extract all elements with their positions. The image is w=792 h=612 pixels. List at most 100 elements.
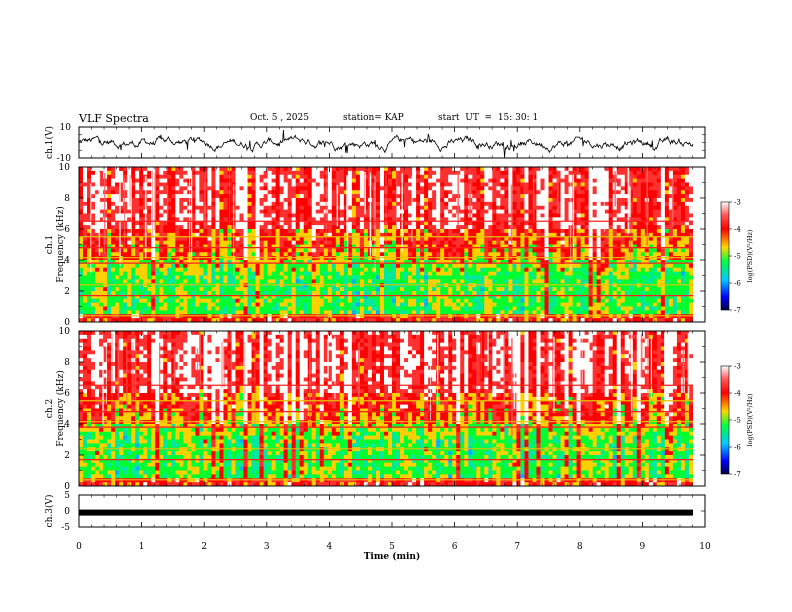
spectrogram-cell bbox=[448, 260, 453, 265]
spectrogram-cell bbox=[235, 213, 240, 218]
spectrogram-cell bbox=[179, 209, 184, 214]
spectrogram-cell bbox=[392, 229, 397, 234]
spectrogram-cell bbox=[412, 271, 417, 276]
spectrogram-cell bbox=[175, 275, 180, 280]
spectrogram-cell bbox=[283, 167, 289, 172]
spectrogram-cell bbox=[516, 252, 521, 257]
spectrogram-cell bbox=[516, 213, 521, 218]
spectrogram-cell bbox=[183, 209, 188, 214]
spectrogram-cell bbox=[588, 213, 594, 218]
spectrogram-cell bbox=[592, 170, 598, 176]
spectrogram-cell bbox=[235, 236, 240, 242]
spectrogram-cell bbox=[247, 252, 252, 257]
spectrogram-cell bbox=[335, 252, 341, 257]
spectrogram-cell bbox=[592, 232, 598, 238]
spectrogram-cell bbox=[508, 186, 513, 191]
ch1-y-tick-label: 10 bbox=[60, 123, 72, 133]
spectrogram-cell bbox=[592, 167, 598, 172]
spectrogram-cell bbox=[115, 194, 120, 199]
spectrogram-cell bbox=[267, 205, 273, 211]
spectrogram-cell bbox=[351, 244, 357, 249]
spectrogram-cell bbox=[163, 229, 168, 234]
spectrogram-cell bbox=[676, 236, 682, 242]
spectrogram-cell bbox=[163, 186, 168, 191]
spectrogram-cell bbox=[263, 174, 268, 180]
spectrogram-cell bbox=[488, 190, 493, 195]
spectrogram-cell bbox=[640, 178, 646, 183]
spectrogram-cell bbox=[247, 190, 252, 195]
spectrogram-cell bbox=[79, 221, 84, 226]
spectrogram-cell bbox=[684, 190, 690, 195]
spectrogram-cell bbox=[147, 236, 152, 242]
spectrogram-cell bbox=[339, 267, 345, 273]
spectrogram-cell bbox=[680, 229, 686, 234]
spectrogram-cell bbox=[472, 205, 477, 211]
spectrogram-cell bbox=[151, 182, 156, 187]
spectrogram-cell bbox=[520, 182, 525, 187]
spectrogram-cell bbox=[520, 194, 525, 199]
spectrogram-cell bbox=[215, 178, 220, 183]
spectrogram-cell bbox=[560, 225, 565, 230]
spectrogram-cell bbox=[295, 240, 301, 245]
spectrogram-cell bbox=[195, 174, 200, 180]
spectrogram-cell bbox=[460, 263, 465, 269]
spectrogram-cell bbox=[139, 213, 144, 218]
spectrogram-cell bbox=[460, 271, 465, 276]
spectrogram-cell bbox=[335, 263, 341, 269]
spectrogram-cell bbox=[648, 236, 654, 242]
spectrogram-cell bbox=[516, 190, 521, 195]
spectrogram-cell bbox=[512, 236, 517, 242]
spectrogram-cell bbox=[540, 279, 545, 284]
spectrogram-cell bbox=[375, 198, 381, 203]
spectrogram-cell bbox=[383, 271, 389, 276]
spectrogram-cell bbox=[592, 267, 598, 273]
spectrogram-cell bbox=[688, 279, 694, 284]
spectrogram-cell bbox=[375, 190, 381, 195]
spectrogram-cell bbox=[375, 248, 381, 253]
spectrogram-cell bbox=[331, 221, 337, 226]
spectrogram-cell bbox=[211, 201, 216, 207]
spectrogram-cell bbox=[636, 279, 642, 284]
spectrogram-cell bbox=[500, 213, 505, 218]
spectrogram-cell bbox=[363, 170, 369, 176]
spectrogram-cell bbox=[343, 275, 349, 280]
spectrogram-cell bbox=[524, 186, 529, 191]
spectrogram-cell bbox=[440, 198, 445, 203]
spectrogram-cell bbox=[103, 260, 108, 265]
spectrogram-cell bbox=[195, 178, 200, 183]
spectrogram-cell bbox=[596, 213, 602, 218]
spectrogram-cell bbox=[227, 263, 232, 269]
spectrogram-cell bbox=[504, 240, 509, 245]
spectrogram-cell bbox=[624, 194, 630, 199]
spectrogram-cell bbox=[428, 205, 433, 211]
spectrogram-cell bbox=[247, 263, 252, 269]
spectrogram-cell bbox=[680, 263, 686, 269]
spectrogram-cell bbox=[211, 267, 216, 273]
spectrogram-cell bbox=[632, 263, 638, 269]
spectrogram-cell bbox=[111, 167, 116, 172]
spectrogram-cell bbox=[123, 287, 128, 292]
spectrogram-cell bbox=[203, 275, 208, 280]
spectrogram-cell bbox=[363, 260, 369, 265]
spectrogram-cell bbox=[472, 275, 477, 280]
spectrogram-cell bbox=[392, 205, 397, 211]
spectrogram-cell bbox=[359, 221, 365, 226]
spectrogram-cell bbox=[123, 232, 128, 238]
spectrogram-cell bbox=[359, 186, 365, 191]
spectrogram-cell bbox=[119, 194, 124, 199]
spectrogram-cell bbox=[412, 229, 417, 234]
spectrogram-cell bbox=[656, 225, 662, 230]
spectrogram-cell bbox=[460, 217, 465, 222]
spectrogram-cell bbox=[247, 186, 252, 191]
spectrogram-cell bbox=[448, 225, 453, 230]
spectrogram-cell bbox=[668, 267, 674, 273]
spectrogram-cell bbox=[311, 209, 317, 214]
spectrogram-cell bbox=[343, 279, 349, 284]
spectrogram-cell bbox=[183, 170, 188, 176]
spectrogram-cell bbox=[351, 174, 357, 180]
spectrogram-cell bbox=[239, 252, 244, 257]
spectrogram-cell bbox=[151, 178, 156, 183]
spectrogram-cell bbox=[115, 186, 120, 191]
spectrogram-cell bbox=[524, 217, 529, 222]
spectrogram-cell bbox=[159, 236, 164, 242]
